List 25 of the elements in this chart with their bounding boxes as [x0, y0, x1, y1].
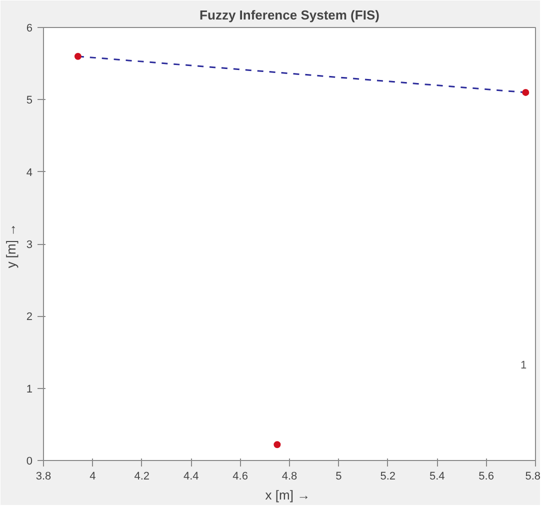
- annotation: 1: [520, 360, 527, 372]
- x-tick-label: 5.6: [478, 470, 494, 482]
- x-tick-label: 4: [90, 470, 96, 482]
- point: [74, 52, 82, 60]
- x-tick-label: 4.8: [282, 470, 298, 482]
- x-tick-label: 4.2: [134, 470, 150, 482]
- y-tick-label: 2: [26, 311, 33, 324]
- y-tick-label: 1: [26, 383, 33, 396]
- y-axis-title: y [m] →: [3, 223, 18, 268]
- x-tick-label: 5: [336, 470, 342, 482]
- y-tick-label: 3: [26, 239, 33, 251]
- x-tick-label: 5.8: [525, 470, 541, 482]
- x-tick-label: 3.8: [36, 470, 52, 482]
- y-tick-label: 5: [26, 94, 33, 107]
- x-tick-label: 4.6: [232, 470, 248, 482]
- x-axis-title: x [m] →: [265, 488, 310, 502]
- x-tick-label: 4.4: [183, 470, 199, 482]
- chart-title: Fuzzy Inference System (FIS): [200, 8, 380, 22]
- point: [274, 441, 281, 448]
- y-tick-label: 6: [26, 22, 33, 34]
- y-tick-label: 0: [26, 456, 33, 468]
- y-tick-label: 4: [26, 166, 33, 179]
- x-tick-label: 5.2: [380, 470, 396, 482]
- point: [522, 88, 530, 96]
- x-tick-label: 5.4: [429, 470, 445, 482]
